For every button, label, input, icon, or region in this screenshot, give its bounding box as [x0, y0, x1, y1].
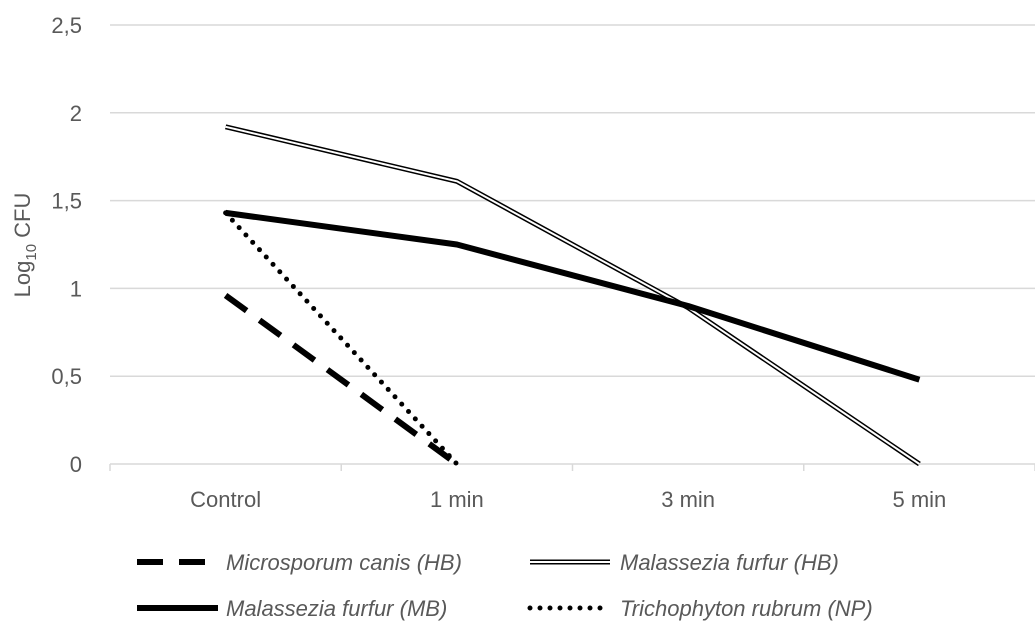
x-tick-label: 3 min [661, 487, 715, 512]
y-axis-title: Log10 CFU [10, 193, 40, 298]
y-tick-label: 1,5 [51, 189, 82, 214]
legend-label: Malassezia furfur (MB) [226, 596, 447, 621]
y-axis-title-subscript: 10 [23, 244, 40, 261]
y-tick-label: 2 [70, 101, 82, 126]
legend-item: Trichophyton rubrum (NP) [527, 596, 873, 621]
series-line-path [223, 292, 459, 467]
series-line [225, 124, 921, 467]
legend-item: Malassezia furfur (HB) [530, 550, 839, 575]
legend-item: Microsporum canis (HB) [137, 550, 462, 575]
legend-label: Trichophyton rubrum (NP) [620, 596, 873, 621]
series-line [225, 209, 921, 383]
x-axis [109, 463, 1035, 471]
y-tick-label: 2,5 [51, 13, 82, 38]
y-tick-label: 0,5 [51, 364, 82, 389]
x-tick-labels: Control 1 min 3 min 5 min [190, 487, 946, 512]
legend-item: Malassezia furfur (MB) [137, 596, 447, 621]
y-axis-title-unit: CFU [10, 193, 35, 244]
legend-label: Microsporum canis (HB) [226, 550, 462, 575]
legend-label: Malassezia furfur (HB) [620, 550, 839, 575]
series-lines [223, 124, 921, 467]
x-tick-label: 5 min [892, 487, 946, 512]
series-line-path [223, 210, 460, 467]
series-line [223, 210, 460, 467]
x-tick-label: 1 min [430, 487, 484, 512]
series-line [223, 292, 459, 467]
gridlines [110, 24, 1035, 377]
series-line-path-inner [225, 125, 920, 465]
legend: Microsporum canis (HB) Malassezia furfur … [137, 550, 873, 621]
y-tick-labels: 0 0,5 1 1,5 2 2,5 [51, 13, 82, 477]
series-line-path-outer [225, 124, 921, 467]
y-axis-title-main: Log [10, 261, 35, 298]
y-tick-label: 1 [70, 276, 82, 301]
x-tick-label: Control [190, 487, 261, 512]
series-line-path [225, 209, 921, 383]
y-tick-label: 0 [70, 452, 82, 477]
